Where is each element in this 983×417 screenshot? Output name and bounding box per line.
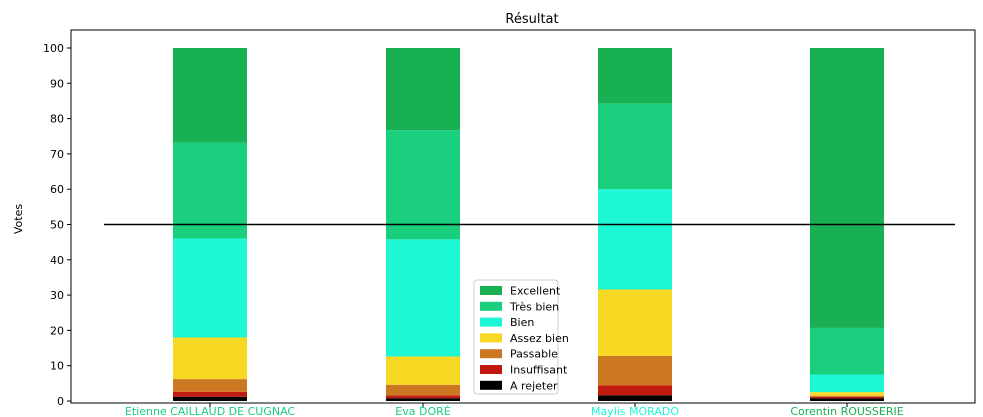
legend-swatch: [480, 302, 502, 311]
y-axis-label: Votes: [12, 204, 25, 234]
y-tick-label: 50: [50, 219, 64, 232]
bar-segment: [810, 392, 884, 396]
legend-swatch: [480, 286, 502, 295]
legend-entry-label: A rejeter: [510, 379, 558, 392]
y-tick-label: 60: [50, 183, 64, 196]
bar-segment: [598, 395, 672, 401]
bar-segment: [173, 48, 247, 143]
bar-segment: [386, 398, 460, 401]
y-tick-label: 100: [43, 42, 64, 55]
y-tick-label: 30: [50, 289, 64, 302]
bar-segment: [173, 379, 247, 392]
legend-swatch: [480, 349, 502, 358]
bar-segment: [598, 189, 672, 289]
legend-entry-label: Excellent: [510, 285, 561, 298]
y-tick-label: 10: [50, 360, 64, 373]
legend-entry-label: Très bien: [509, 300, 559, 313]
x-tick-label: Eva DORÉ: [395, 405, 450, 417]
bar-segment: [810, 398, 884, 401]
bar-segment: [810, 328, 884, 375]
legend-swatch: [480, 333, 502, 342]
y-tick-label: 80: [50, 113, 64, 126]
bar-segment: [386, 48, 460, 130]
bar-segment: [810, 375, 884, 393]
bar-segment: [598, 356, 672, 386]
bar-segment: [598, 289, 672, 355]
x-tick-label: Maylis MORADO: [591, 405, 679, 417]
bar-segment: [810, 396, 884, 397]
legend-entry-label: Insuffisant: [510, 364, 568, 377]
y-tick-label: 70: [50, 148, 64, 161]
bar-segment: [598, 103, 672, 189]
chart-title: Résultat: [505, 12, 558, 27]
bar-segment: [386, 239, 460, 356]
x-tick-label: Corentin ROUSSERIE: [790, 405, 903, 417]
y-tick-label: 40: [50, 254, 64, 267]
bar-segment: [810, 397, 884, 398]
legend-swatch: [480, 381, 502, 390]
legend-swatch: [480, 365, 502, 374]
y-tick-label: 0: [57, 395, 64, 408]
bar-segment: [173, 337, 247, 379]
legend-swatch: [480, 318, 502, 327]
y-tick-label: 20: [50, 324, 64, 337]
legend-entry-label: Bien: [510, 316, 534, 329]
bar-segment: [810, 48, 884, 328]
bar-segment: [386, 130, 460, 239]
legend: Excellent Très bien Bien Assez bien Passable…: [474, 280, 569, 394]
bar-segment: [386, 395, 460, 398]
legend-entry-label: Passable: [510, 348, 558, 361]
bar-segment: [598, 48, 672, 103]
bar-segment: [386, 385, 460, 396]
bar-segment: [173, 239, 247, 338]
bar-segment: [598, 385, 672, 395]
legend-entry-label: Assez bien: [510, 332, 569, 345]
y-tick-label: 90: [50, 77, 64, 90]
x-tick-label: Etienne CAILLAUD DE CUGNAC: [125, 405, 296, 417]
bar-segment: [173, 392, 247, 397]
bar-segment: [386, 357, 460, 385]
bar-segment: [173, 397, 247, 401]
